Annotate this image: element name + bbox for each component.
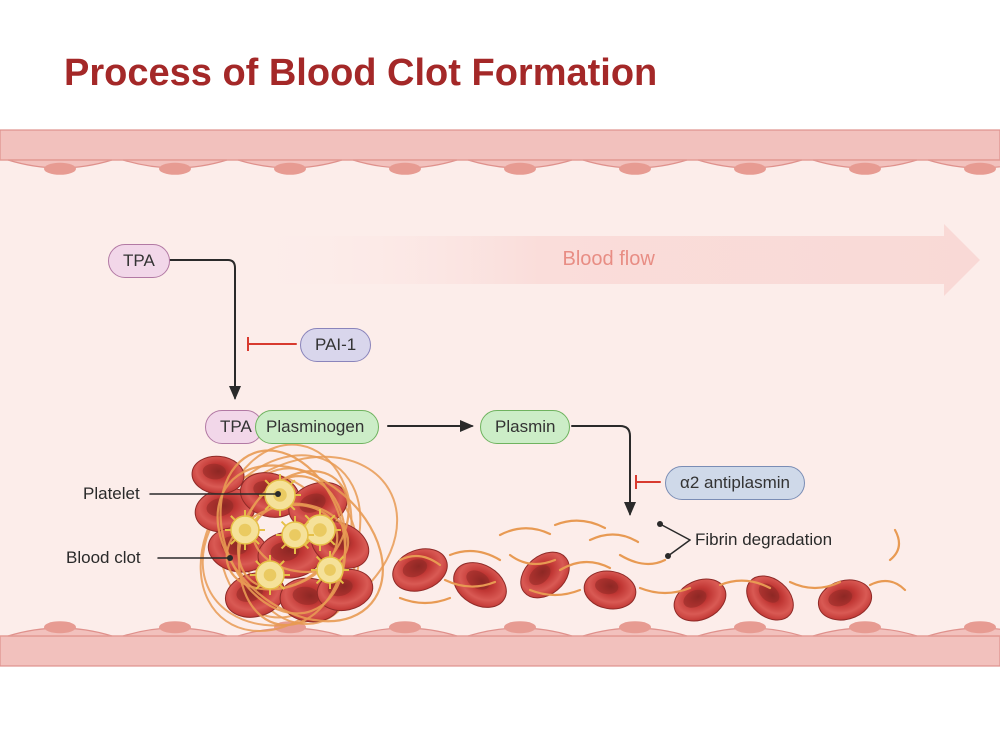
- node-plasminogen: Plasminogen: [255, 410, 379, 444]
- diagram-title: Process of Blood Clot Formation: [64, 52, 657, 95]
- vessel-wall-bottom: [0, 621, 1000, 666]
- node-plasmin: Plasmin: [480, 410, 570, 444]
- label-fibrin-degradation: Fibrin degradation: [695, 530, 832, 550]
- node-tpa-1: TPA: [108, 244, 170, 278]
- node-a2-antiplasmin: α2 antiplasmin: [665, 466, 805, 500]
- blood-flow-label: Blood flow: [563, 248, 655, 271]
- vessel-lumen: [0, 160, 1000, 636]
- free-red-blood-cells: [387, 541, 876, 629]
- node-pai1: PAI-1: [300, 328, 371, 362]
- diagram-canvas: [0, 0, 1000, 740]
- label-platelet: Platelet: [83, 484, 140, 504]
- vessel-wall-top: [0, 130, 1000, 175]
- label-blood-clot: Blood clot: [66, 548, 141, 568]
- blood-clot-illustration: [168, 423, 428, 662]
